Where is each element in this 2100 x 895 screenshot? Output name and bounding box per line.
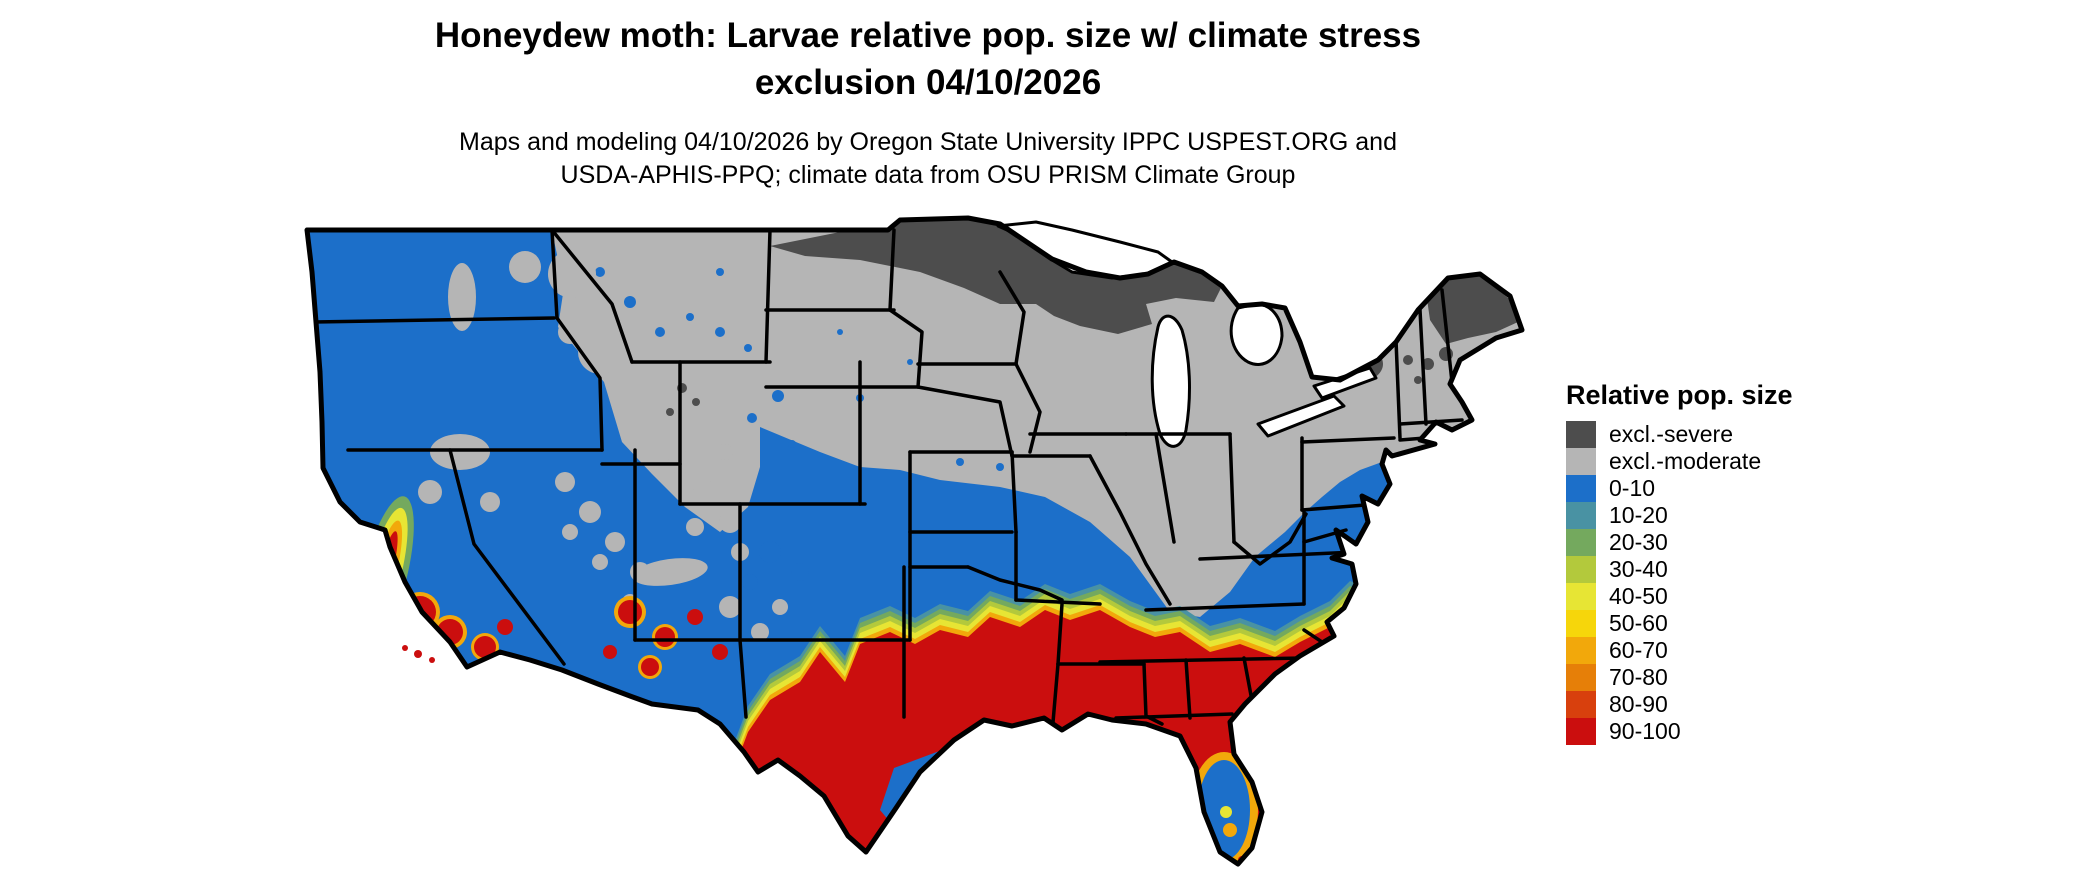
legend-label: 90-100 <box>1609 718 1681 744</box>
legend-swatch-60-70 <box>1566 637 1596 664</box>
legend-swatch-20-30 <box>1566 529 1596 556</box>
header: Honeydew moth: Larvae relative pop. size… <box>0 12 1856 192</box>
page-title-line-2: exclusion 04/10/2026 <box>754 63 1102 102</box>
page-title-line-1: Honeydew moth: Larvae relative pop. size… <box>434 16 1422 55</box>
lake-erie <box>1256 394 1346 438</box>
legend-swatch-0-10 <box>1566 475 1596 502</box>
legend-swatch-30-40 <box>1566 556 1596 583</box>
legend-label: 20-30 <box>1609 529 1668 555</box>
legend-label: 40-50 <box>1609 583 1668 609</box>
legend-label: 70-80 <box>1609 664 1668 690</box>
us-map-svg <box>300 212 1530 890</box>
legend-item: 70-80 <box>1566 664 1793 691</box>
great-lakes <box>996 220 1378 448</box>
legend-item: 90-100 <box>1566 718 1793 745</box>
subtitle-line-2: USDA-APHIS-PPQ; climate data from OSU PR… <box>560 161 1296 189</box>
legend: Relative pop. size excl.-severe excl.-mo… <box>1566 380 1793 745</box>
legend-item: 60-70 <box>1566 637 1793 664</box>
legend-label: excl.-moderate <box>1609 448 1762 474</box>
legend-swatch-10-20 <box>1566 502 1596 529</box>
legend-swatch-90-100 <box>1566 718 1596 745</box>
legend-swatch-40-50 <box>1566 583 1596 610</box>
legend-label: 10-20 <box>1609 502 1668 528</box>
legend-item: excl.-moderate <box>1566 448 1793 475</box>
legend-swatch-70-80 <box>1566 664 1596 691</box>
legend-item: 0-10 <box>1566 475 1793 502</box>
us-map <box>300 212 1530 890</box>
zone-excl-moderate-mountain-patches <box>418 250 788 641</box>
legend-label: 50-60 <box>1609 610 1668 636</box>
subtitle-line-1: Maps and modeling 04/10/2026 by Oregon S… <box>459 128 1397 156</box>
lake-michigan <box>1150 314 1191 448</box>
state-borders <box>312 228 1464 736</box>
legend-item: excl.-severe <box>1566 421 1793 448</box>
legend-label: 80-90 <box>1609 691 1668 717</box>
legend-swatch-80-90 <box>1566 691 1596 718</box>
legend-item: 30-40 <box>1566 556 1793 583</box>
channel-islands <box>402 645 435 663</box>
legend-swatch-excl-severe <box>1566 421 1596 448</box>
legend-label: 60-70 <box>1609 637 1668 663</box>
legend-label: excl.-severe <box>1609 421 1733 447</box>
legend-swatch-excl-moderate <box>1566 448 1596 475</box>
legend-label: 30-40 <box>1609 556 1668 582</box>
legend-item: 20-30 <box>1566 529 1793 556</box>
legend-label: 0-10 <box>1609 475 1656 501</box>
legend-item: 50-60 <box>1566 610 1793 637</box>
lake-huron <box>1229 302 1284 366</box>
subtitle: Maps and modeling 04/10/2026 by Oregon S… <box>0 126 1856 192</box>
legend-item: 80-90 <box>1566 691 1793 718</box>
legend-swatch-50-60 <box>1566 610 1596 637</box>
legend-item: 10-20 <box>1566 502 1793 529</box>
legend-title: Relative pop. size <box>1566 380 1793 410</box>
legend-item: 40-50 <box>1566 583 1793 610</box>
